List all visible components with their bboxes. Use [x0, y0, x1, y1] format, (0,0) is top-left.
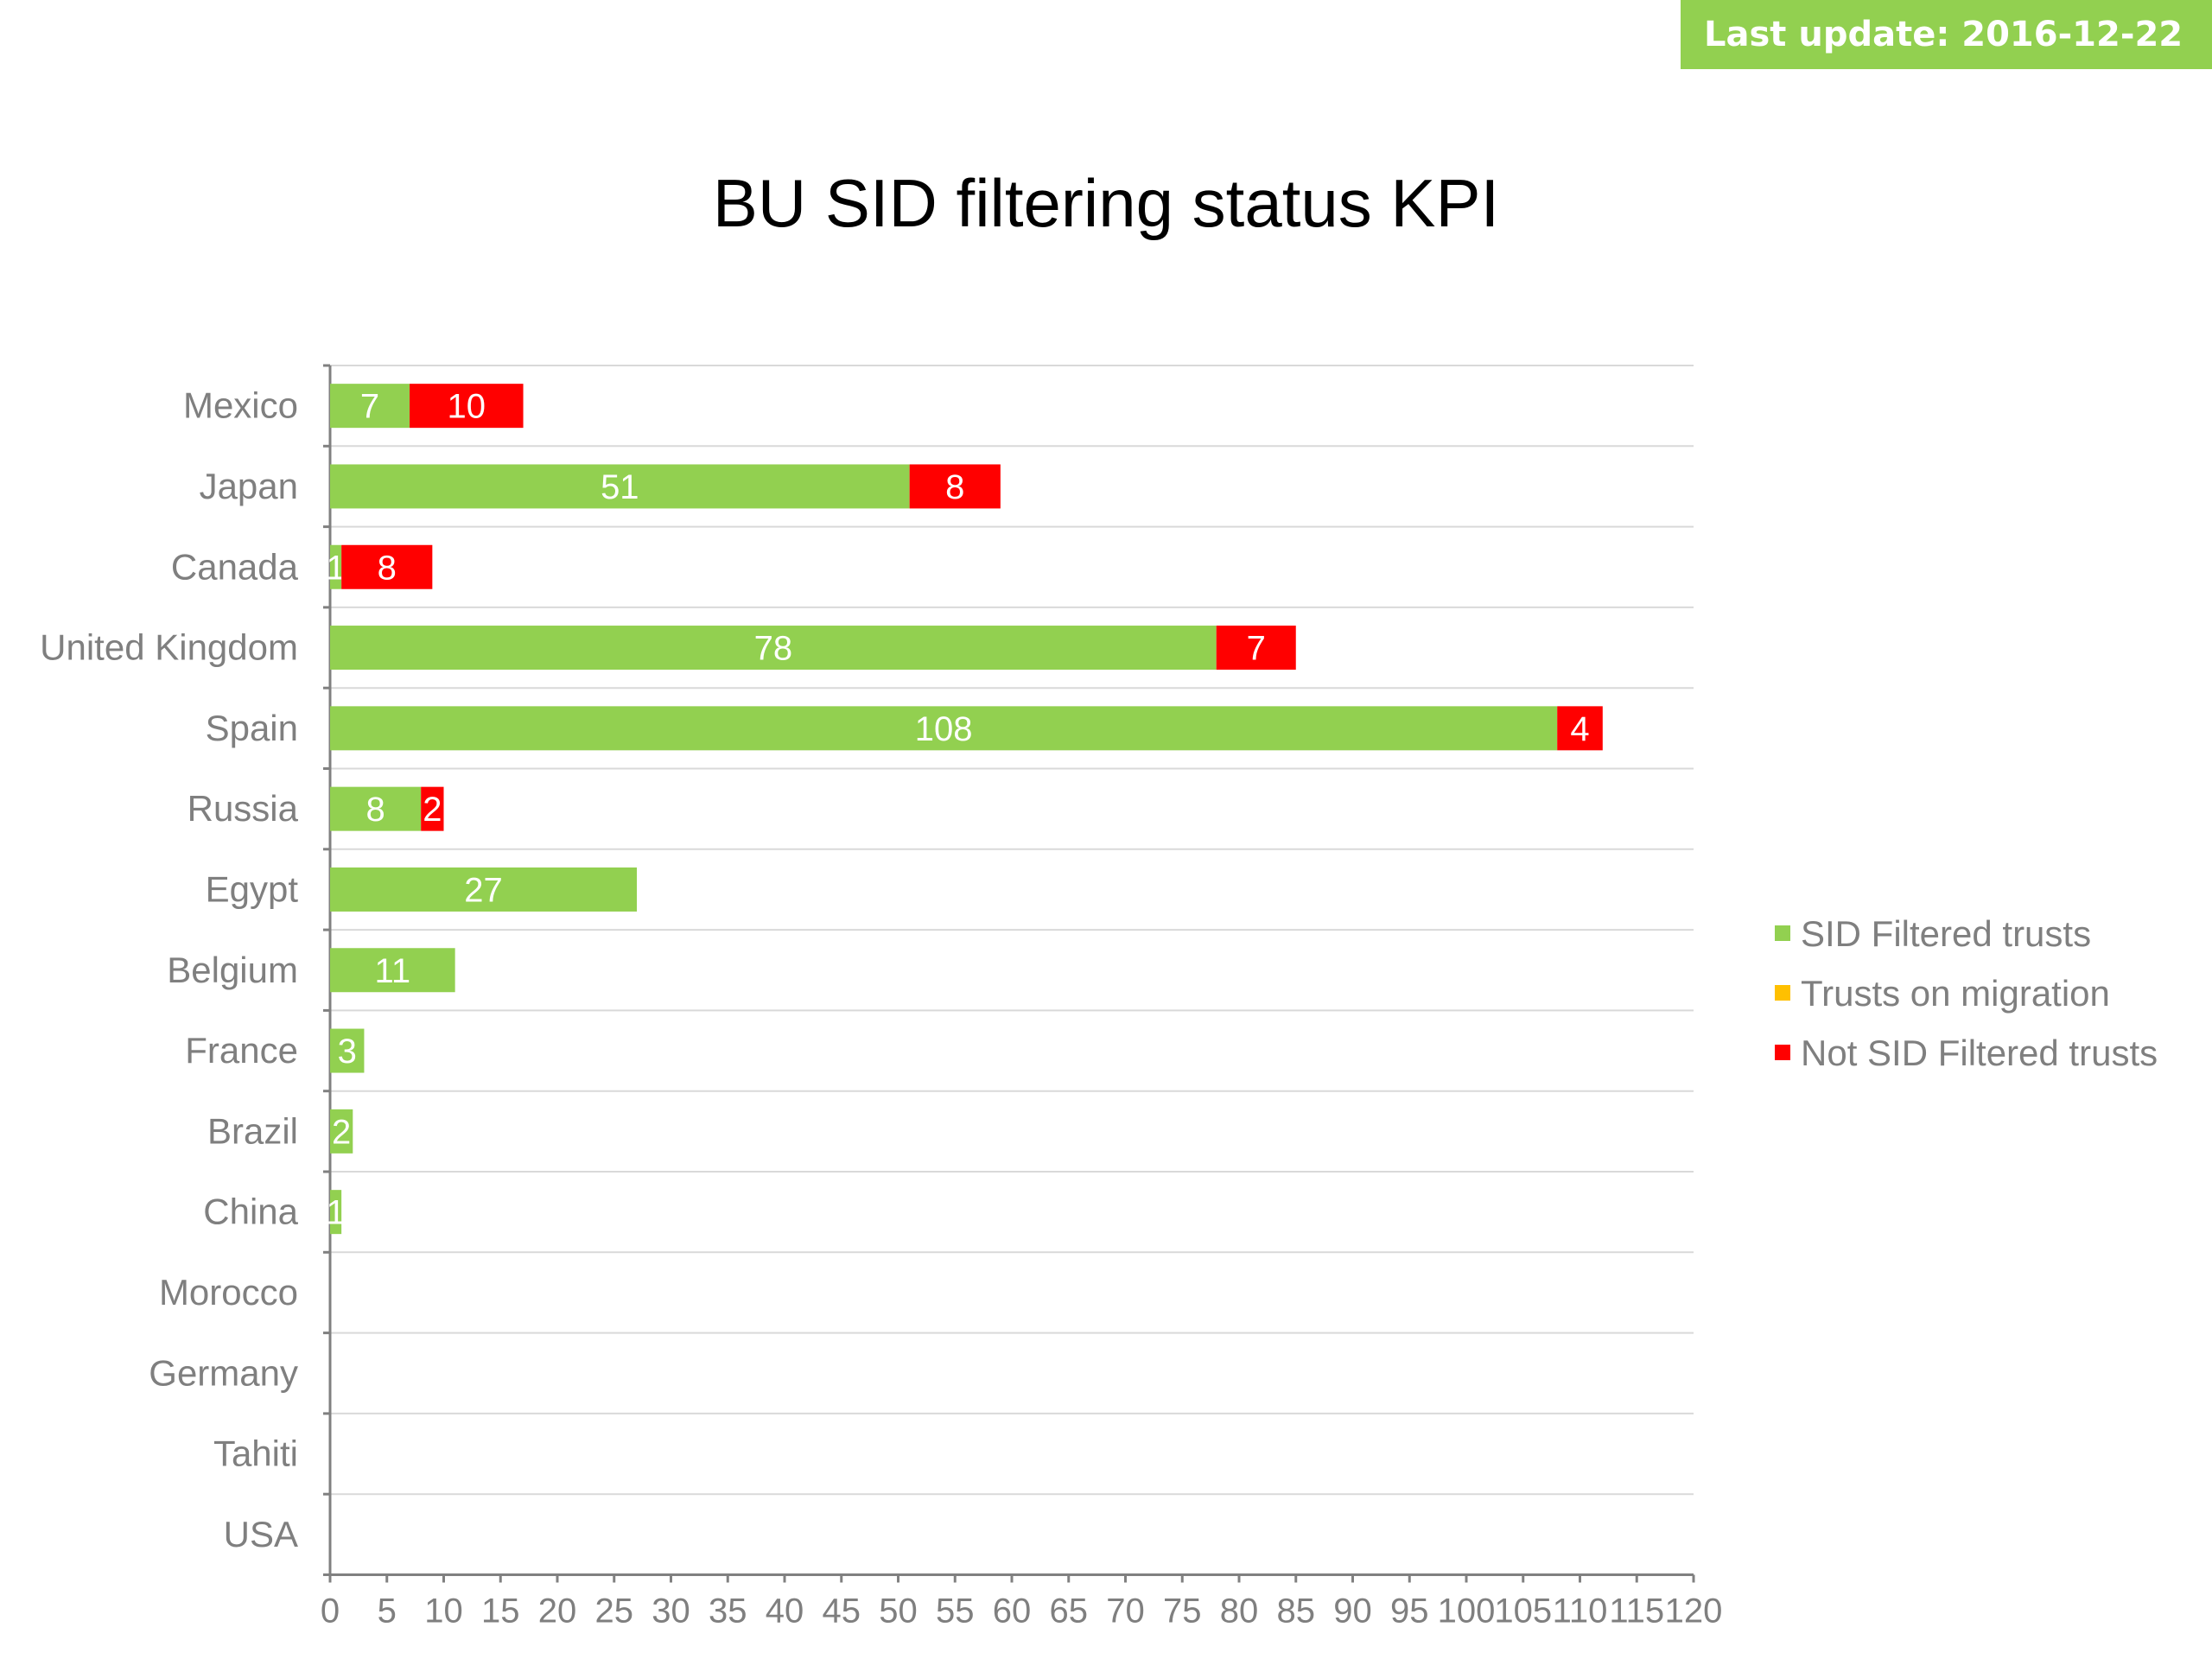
bar-segment [330, 786, 422, 831]
x-tick-label: 15 [481, 1592, 520, 1630]
bar-value-label: 2 [423, 791, 442, 829]
x-tick-label: 75 [1163, 1592, 1202, 1630]
legend-label: SID Filtered trusts [1801, 913, 2091, 954]
x-tick-label: 85 [1277, 1592, 1316, 1630]
bar-value-label: 7 [360, 388, 379, 426]
bar-value-label: 8 [365, 791, 385, 829]
last-update-banner: Last update: 2016-12-22 [1681, 0, 2212, 69]
bar-segment [421, 786, 444, 831]
bar-segment [909, 464, 1001, 509]
category-label: Japan [200, 466, 298, 506]
x-tick-label: 60 [993, 1592, 1032, 1630]
x-tick-label: 0 [321, 1592, 340, 1630]
category-label: Russia [188, 788, 299, 829]
x-tick-label: 55 [936, 1592, 975, 1630]
category-label: USA [224, 1514, 298, 1554]
bar-segment [330, 948, 455, 993]
bar-value-label: 1 [326, 549, 345, 587]
legend-swatch [1775, 925, 1790, 941]
x-tick-label: 95 [1390, 1592, 1429, 1630]
bar-value-label: 8 [378, 549, 397, 587]
bar-segment [1557, 706, 1603, 751]
x-tick-label: 90 [1333, 1592, 1372, 1630]
bar-segment [330, 1109, 353, 1154]
legend-swatch [1775, 985, 1790, 1001]
bar-segment [330, 1028, 365, 1073]
bar-segment [1216, 626, 1296, 671]
bar-value-label: 51 [601, 468, 639, 506]
legend-swatch [1775, 1045, 1790, 1060]
x-tick-label: 50 [879, 1592, 918, 1630]
category-label: United Kingdom [40, 627, 298, 668]
bar-value-label: 78 [754, 630, 793, 668]
bar-value-label: 108 [915, 710, 973, 748]
x-tick-label: 35 [709, 1592, 747, 1630]
x-tick-label: 70 [1106, 1592, 1145, 1630]
category-label: Tahiti [213, 1433, 298, 1474]
x-tick-label: 20 [538, 1592, 577, 1630]
gridlines [330, 365, 1694, 1576]
bar-value-label: 10 [448, 388, 486, 426]
category-label: Morocco [159, 1272, 298, 1313]
bar-value-label: 27 [464, 871, 503, 909]
x-tick-label: 120 [1665, 1592, 1723, 1630]
category-label: Brazil [207, 1110, 298, 1151]
chart-title: BU SID filtering status KPI [712, 165, 1500, 241]
x-tick-label: 40 [766, 1592, 804, 1630]
x-tick-label: 115 [1609, 1592, 1664, 1630]
bar-segment [330, 544, 342, 589]
bar-value-label: 8 [945, 468, 964, 506]
x-tick-label: 80 [1220, 1592, 1259, 1630]
bar-value-label: 4 [1570, 710, 1589, 748]
x-tick-label: 5 [378, 1592, 397, 1630]
category-label: China [203, 1192, 298, 1232]
x-tick-label: 110 [1553, 1592, 1608, 1630]
bar-value-label: 1 [326, 1194, 345, 1232]
bar-segment [341, 544, 433, 589]
bar-value-label: 7 [1247, 630, 1266, 668]
x-tick-label: 10 [424, 1592, 463, 1630]
axes: 0 5 10 15 20 25 30 35 40 45 50 55 60 65 70 75 80 85 90 95 10… [40, 364, 1723, 1630]
category-label: Spain [206, 708, 298, 748]
category-label: Belgium [167, 950, 298, 990]
x-tick-label: 65 [1050, 1592, 1089, 1630]
category-label: Mexico [183, 385, 298, 426]
bar-segment [330, 1190, 342, 1235]
bar-segment [330, 867, 638, 912]
bar-value-label: 2 [332, 1113, 351, 1151]
bar-segment [410, 384, 524, 429]
bar-segment [330, 384, 410, 429]
x-tick-label: 105 [1494, 1592, 1552, 1630]
legend: SID Filtered trusts Trusts on migration No… [1775, 913, 2158, 1073]
category-label: Germany [149, 1352, 298, 1393]
legend-label: Trusts on migration [1801, 973, 2110, 1014]
bar-value-label: 3 [338, 1033, 357, 1071]
category-label: Canada [171, 546, 299, 587]
x-tick-label: 100 [1438, 1592, 1496, 1630]
last-update-label: Last update: 2016-12-22 [1704, 15, 2183, 54]
bar-segment [330, 626, 1217, 671]
category-label: France [185, 1030, 298, 1071]
legend-label: Not SID Filtered trusts [1801, 1033, 2158, 1073]
x-tick-label: 45 [823, 1592, 861, 1630]
bar-value-label: 11 [375, 952, 411, 990]
category-label: Egypt [206, 868, 299, 909]
x-tick-label: 30 [652, 1592, 690, 1630]
x-tick-label: 25 [595, 1592, 634, 1630]
bar-segment [330, 464, 910, 509]
bar-segment [330, 706, 1558, 751]
